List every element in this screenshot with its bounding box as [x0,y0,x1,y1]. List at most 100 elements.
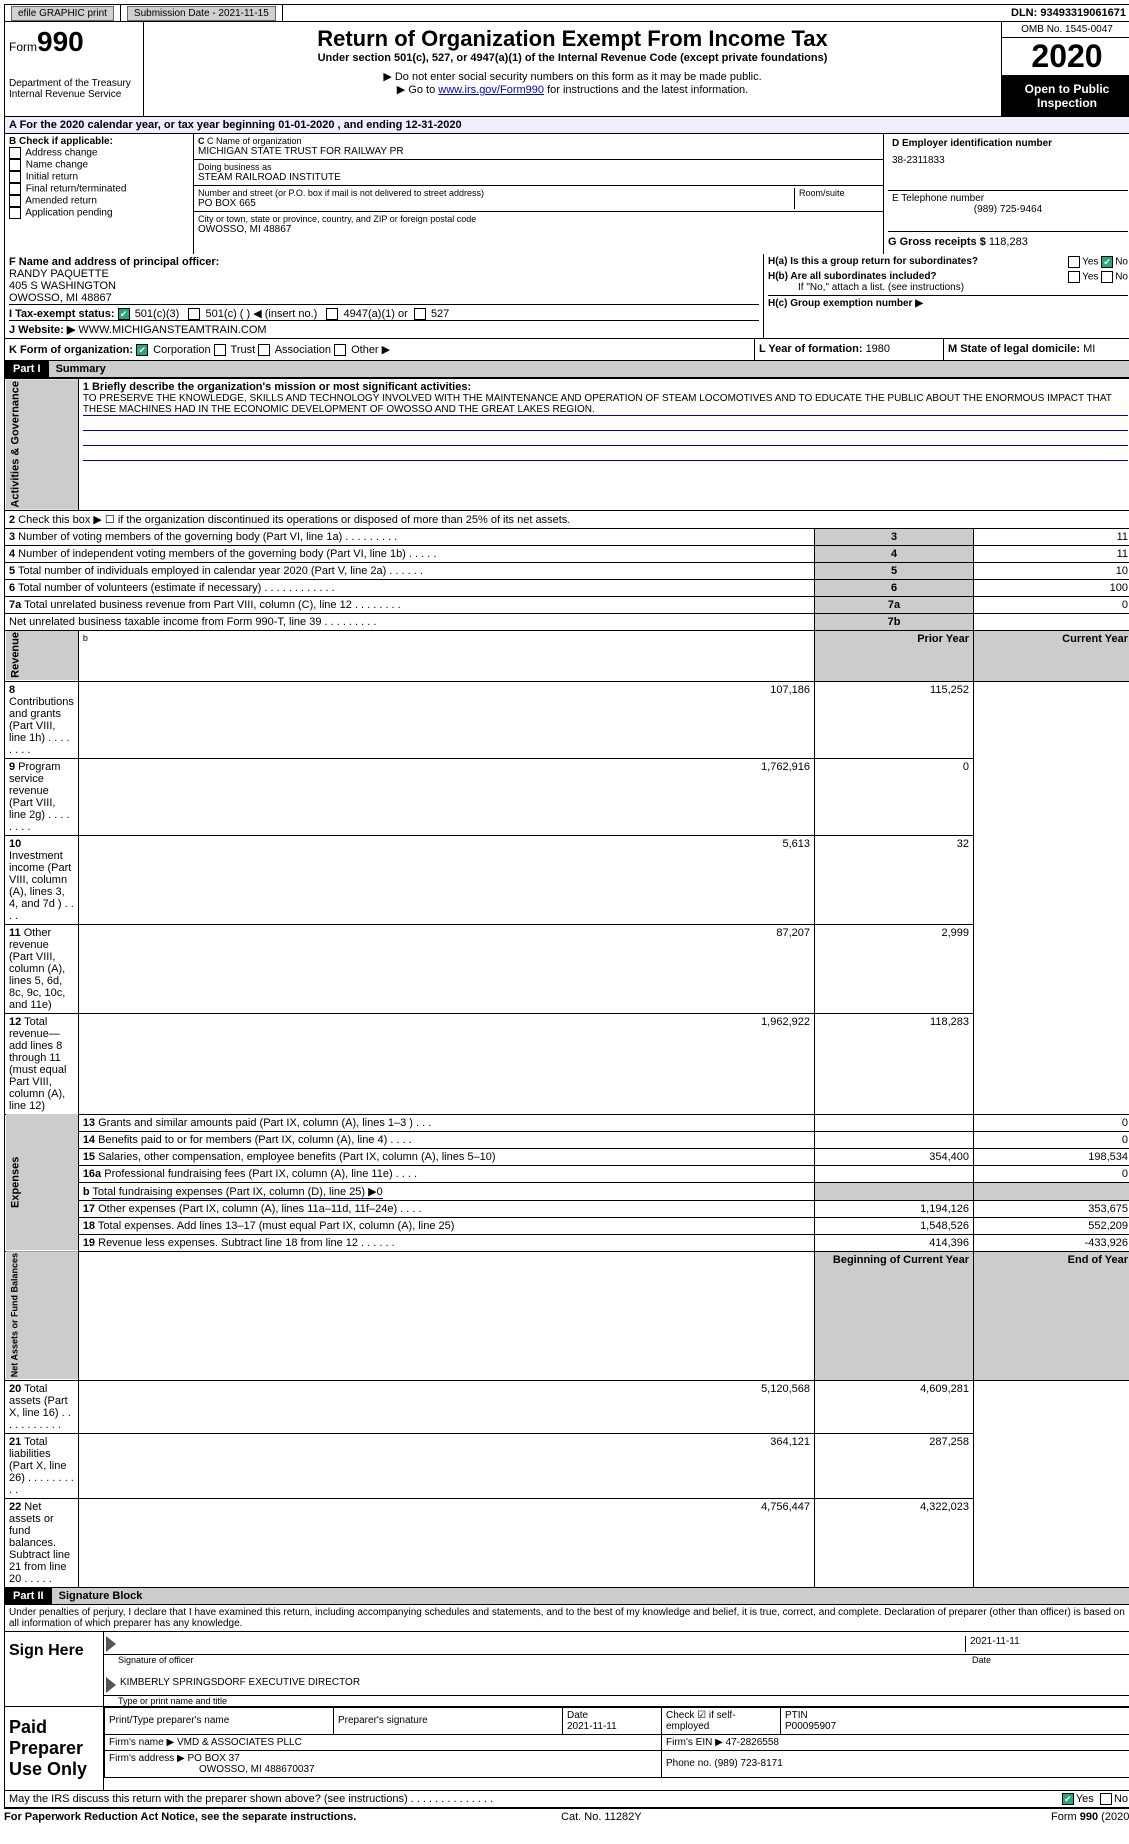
hb-note: If "No," attach a list. (see instruction… [798,282,1128,293]
box-b-opt: Application pending [9,207,189,219]
c-name-lbl: C Name of organization [207,136,302,146]
gov-row: 2 Check this box ▶ ☐ if the organization… [5,510,1129,528]
exp-row: Expenses13 Grants and similar amounts pa… [5,1114,1129,1131]
k-chk-2[interactable] [258,344,270,356]
irs-link[interactable]: www.irs.gov/Form990 [438,84,544,96]
box-b-title: B Check if applicable: [9,136,113,147]
k-opt: Trust [214,344,259,356]
firm-phone: (989) 723-8171 [714,1758,782,1769]
k-chk-3[interactable] [334,344,346,356]
hb-yes[interactable] [1068,271,1080,283]
org-name: MICHIGAN STATE TRUST FOR RAILWAY PR [198,146,879,157]
box-b-opt: Initial return [9,171,189,183]
l-lbl: L Year of formation: [759,343,866,355]
chk-initial-return[interactable] [9,171,21,183]
paid-lbl: Paid Preparer Use Only [5,1707,104,1790]
ha-yes[interactable] [1068,256,1080,268]
sign-date: 2021-11-11 [965,1636,1129,1652]
dept-1: Department of the Treasury [9,78,139,89]
ein-val: 38-2311833 [892,155,1124,166]
officer-addr1: 405 S WASHINGTON [9,280,759,292]
ssn-note: Do not enter social security numbers on … [148,70,997,83]
prep-name-lbl: Print/Type preparer's name [109,1715,229,1726]
period-start: 01-01-2020 [278,119,334,131]
gross-val: 118,283 [989,236,1028,248]
k-lbl: K Form of organization: [9,344,133,356]
part2-bar: Part II Signature Block [4,1588,1129,1605]
declaration: Under penalties of perjury, I declare th… [4,1605,1129,1632]
part1-title: Summary [52,361,110,377]
eoy-hdr: End of Year [974,1251,1129,1380]
rev-row: 12 Total revenue—add lines 8 through 11 … [5,1013,1129,1114]
period-end: 12-31-2020 [405,119,461,131]
efile-button[interactable]: efile GRAPHIC print [11,6,114,21]
ha-lbl: H(a) Is this a group return for subordin… [768,256,978,267]
org-addr: PO BOX 665 [198,198,794,209]
opt-501c: 501(c) ( ) ◀ (insert no.) [206,308,318,320]
form-num-footer: 990 [1080,1811,1098,1823]
tax-year: 2020 [1002,38,1129,76]
gov-row: 6 Total number of volunteers (estimate i… [5,579,1129,596]
ha-no[interactable] [1101,256,1113,268]
box-b-opt: Name change [9,159,189,171]
klm-row: K Form of organization: Corporation Trus… [4,339,1129,361]
chk-name-change[interactable] [9,159,21,171]
firm-addr2: OWOSSO, MI 488670037 [199,1764,315,1775]
summary-table: Activities & Governance 1 Briefly descri… [4,378,1129,1588]
sig-arrow-icon-2 [106,1677,116,1693]
form-subtitle: Under section 501(c), 527, or 4947(a)(1)… [148,52,997,64]
chk-application-pending[interactable] [9,207,21,219]
box-b-opt: Amended return [9,195,189,207]
officer-group-row: F Name and address of principal officer:… [4,254,1129,339]
exp-row: 17 Other expenses (Part IX, column (A), … [5,1200,1129,1217]
mission-blank1 [83,416,1128,431]
exp-row: 19 Revenue less expenses. Subtract line … [5,1234,1129,1251]
dba-lbl: Doing business as [198,162,879,172]
firm-addr1: PO BOX 37 [188,1753,240,1764]
prep-sig-lbl: Preparer's signature [338,1715,428,1726]
addr-lbl: Number and street (or P.O. box if mail i… [198,188,794,198]
part2-hdr: Part II [5,1588,52,1604]
chk-501c3[interactable] [118,308,130,320]
gross-lbl: G Gross receipts $ [888,236,989,248]
k-opt: Association [258,344,334,356]
hb-no[interactable] [1101,271,1113,283]
website: WWW.MICHIGANSTEAMTRAIN.COM [78,324,266,336]
discuss-no[interactable] [1100,1793,1112,1805]
officer-printed: KIMBERLY SPRINGSDORF EXECUTIVE DIRECTOR [120,1677,360,1693]
k-opt: Corporation [136,344,214,356]
period-mid: , and ending [334,119,405,131]
vlabel-exp: Expenses [5,1114,79,1251]
sign-here-block: Sign Here 2021-11-11 Signature of office… [4,1632,1129,1707]
k-chk-0[interactable] [136,344,148,356]
discuss-yes[interactable] [1062,1793,1074,1805]
dln: DLN: 93493319061671 [1005,5,1129,21]
name-title-lbl: Type or print name and title [104,1696,1129,1706]
vlabel-net: Net Assets or Fund Balances [5,1251,79,1380]
open-to-public: Open to Public Inspection [1002,76,1129,116]
pra-notice: For Paperwork Reduction Act Notice, see … [4,1811,356,1823]
rev-row: 10 Investment income (Part VIII, column … [5,835,1129,924]
part1-hdr: Part I [5,361,49,377]
exp-row: b Total fundraising expenses (Part IX, c… [5,1182,1129,1200]
self-emp: Check ☑ if self-employed [662,1707,781,1734]
exp-row: 14 Benefits paid to or for members (Part… [5,1131,1129,1148]
chk-527[interactable] [414,308,426,320]
chk-4947[interactable] [326,308,338,320]
phone-lbl: E Telephone number [892,193,984,204]
mission-q: 1 Briefly describe the organization's mi… [83,381,471,393]
chk-address-change[interactable] [9,147,21,159]
org-city: OWOSSO, MI 48867 [198,224,879,235]
chk-501c[interactable] [188,308,200,320]
box-b-opt: Address change [9,147,189,159]
form-title: Return of Organization Exempt From Incom… [148,26,997,52]
gov-row: 7a Total unrelated business revenue from… [5,596,1129,613]
net-row: 22 Net assets or fund balances. Subtract… [5,1498,1129,1587]
k-chk-1[interactable] [214,344,226,356]
chk-final-return-terminated[interactable] [9,183,21,195]
exp-row: 16a Professional fundraising fees (Part … [5,1165,1129,1182]
goto-post: for instructions and the latest informat… [544,84,748,96]
chk-amended-return[interactable] [9,195,21,207]
firm-ein-lbl: Firm's EIN ▶ [666,1737,723,1748]
hc-lbl: H(c) Group exemption number ▶ [768,298,923,309]
